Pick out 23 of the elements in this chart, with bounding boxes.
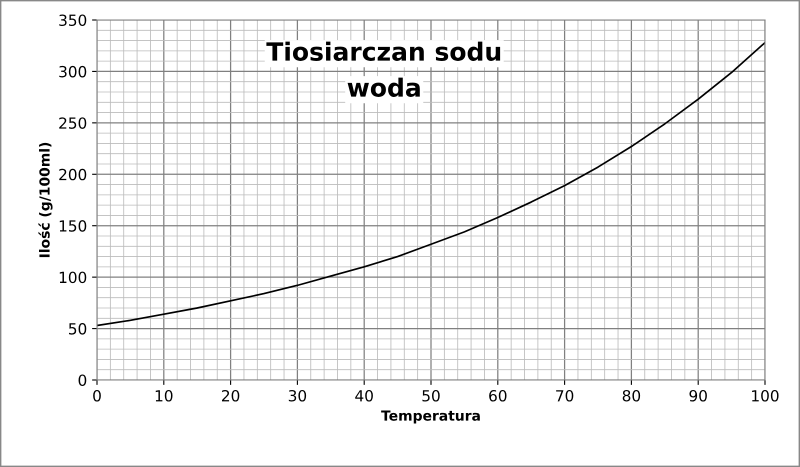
text: Tiosiarczan sodu [266,42,500,61]
y-tick-label: 300 [59,66,86,78]
y-axis-title: Ilość (g/100ml) [38,142,53,258]
y-tick-label: 200 [59,168,86,180]
y-tick-label: 350 [59,14,86,26]
y-tick-label: 50 [69,323,86,335]
x-tick-label: 60 [489,390,507,402]
x-tick-label: 80 [622,390,640,402]
x-tick-label: 50 [422,390,440,402]
text: woda [348,78,420,97]
y-tick-label: 250 [59,117,86,129]
x-tick-label: 20 [222,390,240,402]
x-tick-label: 0 [93,390,101,402]
x-tick-label: 100 [752,390,779,402]
y-tick-label: 150 [60,220,86,232]
y-tick-label: 100 [60,272,86,284]
x-tick-label: 90 [689,390,707,402]
x-tick-label: 40 [355,390,373,402]
x-tick-label: 30 [288,390,306,402]
x-tick-label: 70 [556,390,574,402]
y-tick-label: 0 [78,374,86,386]
x-axis-title: Temperatura [381,410,480,424]
x-tick-label: 10 [156,390,173,402]
